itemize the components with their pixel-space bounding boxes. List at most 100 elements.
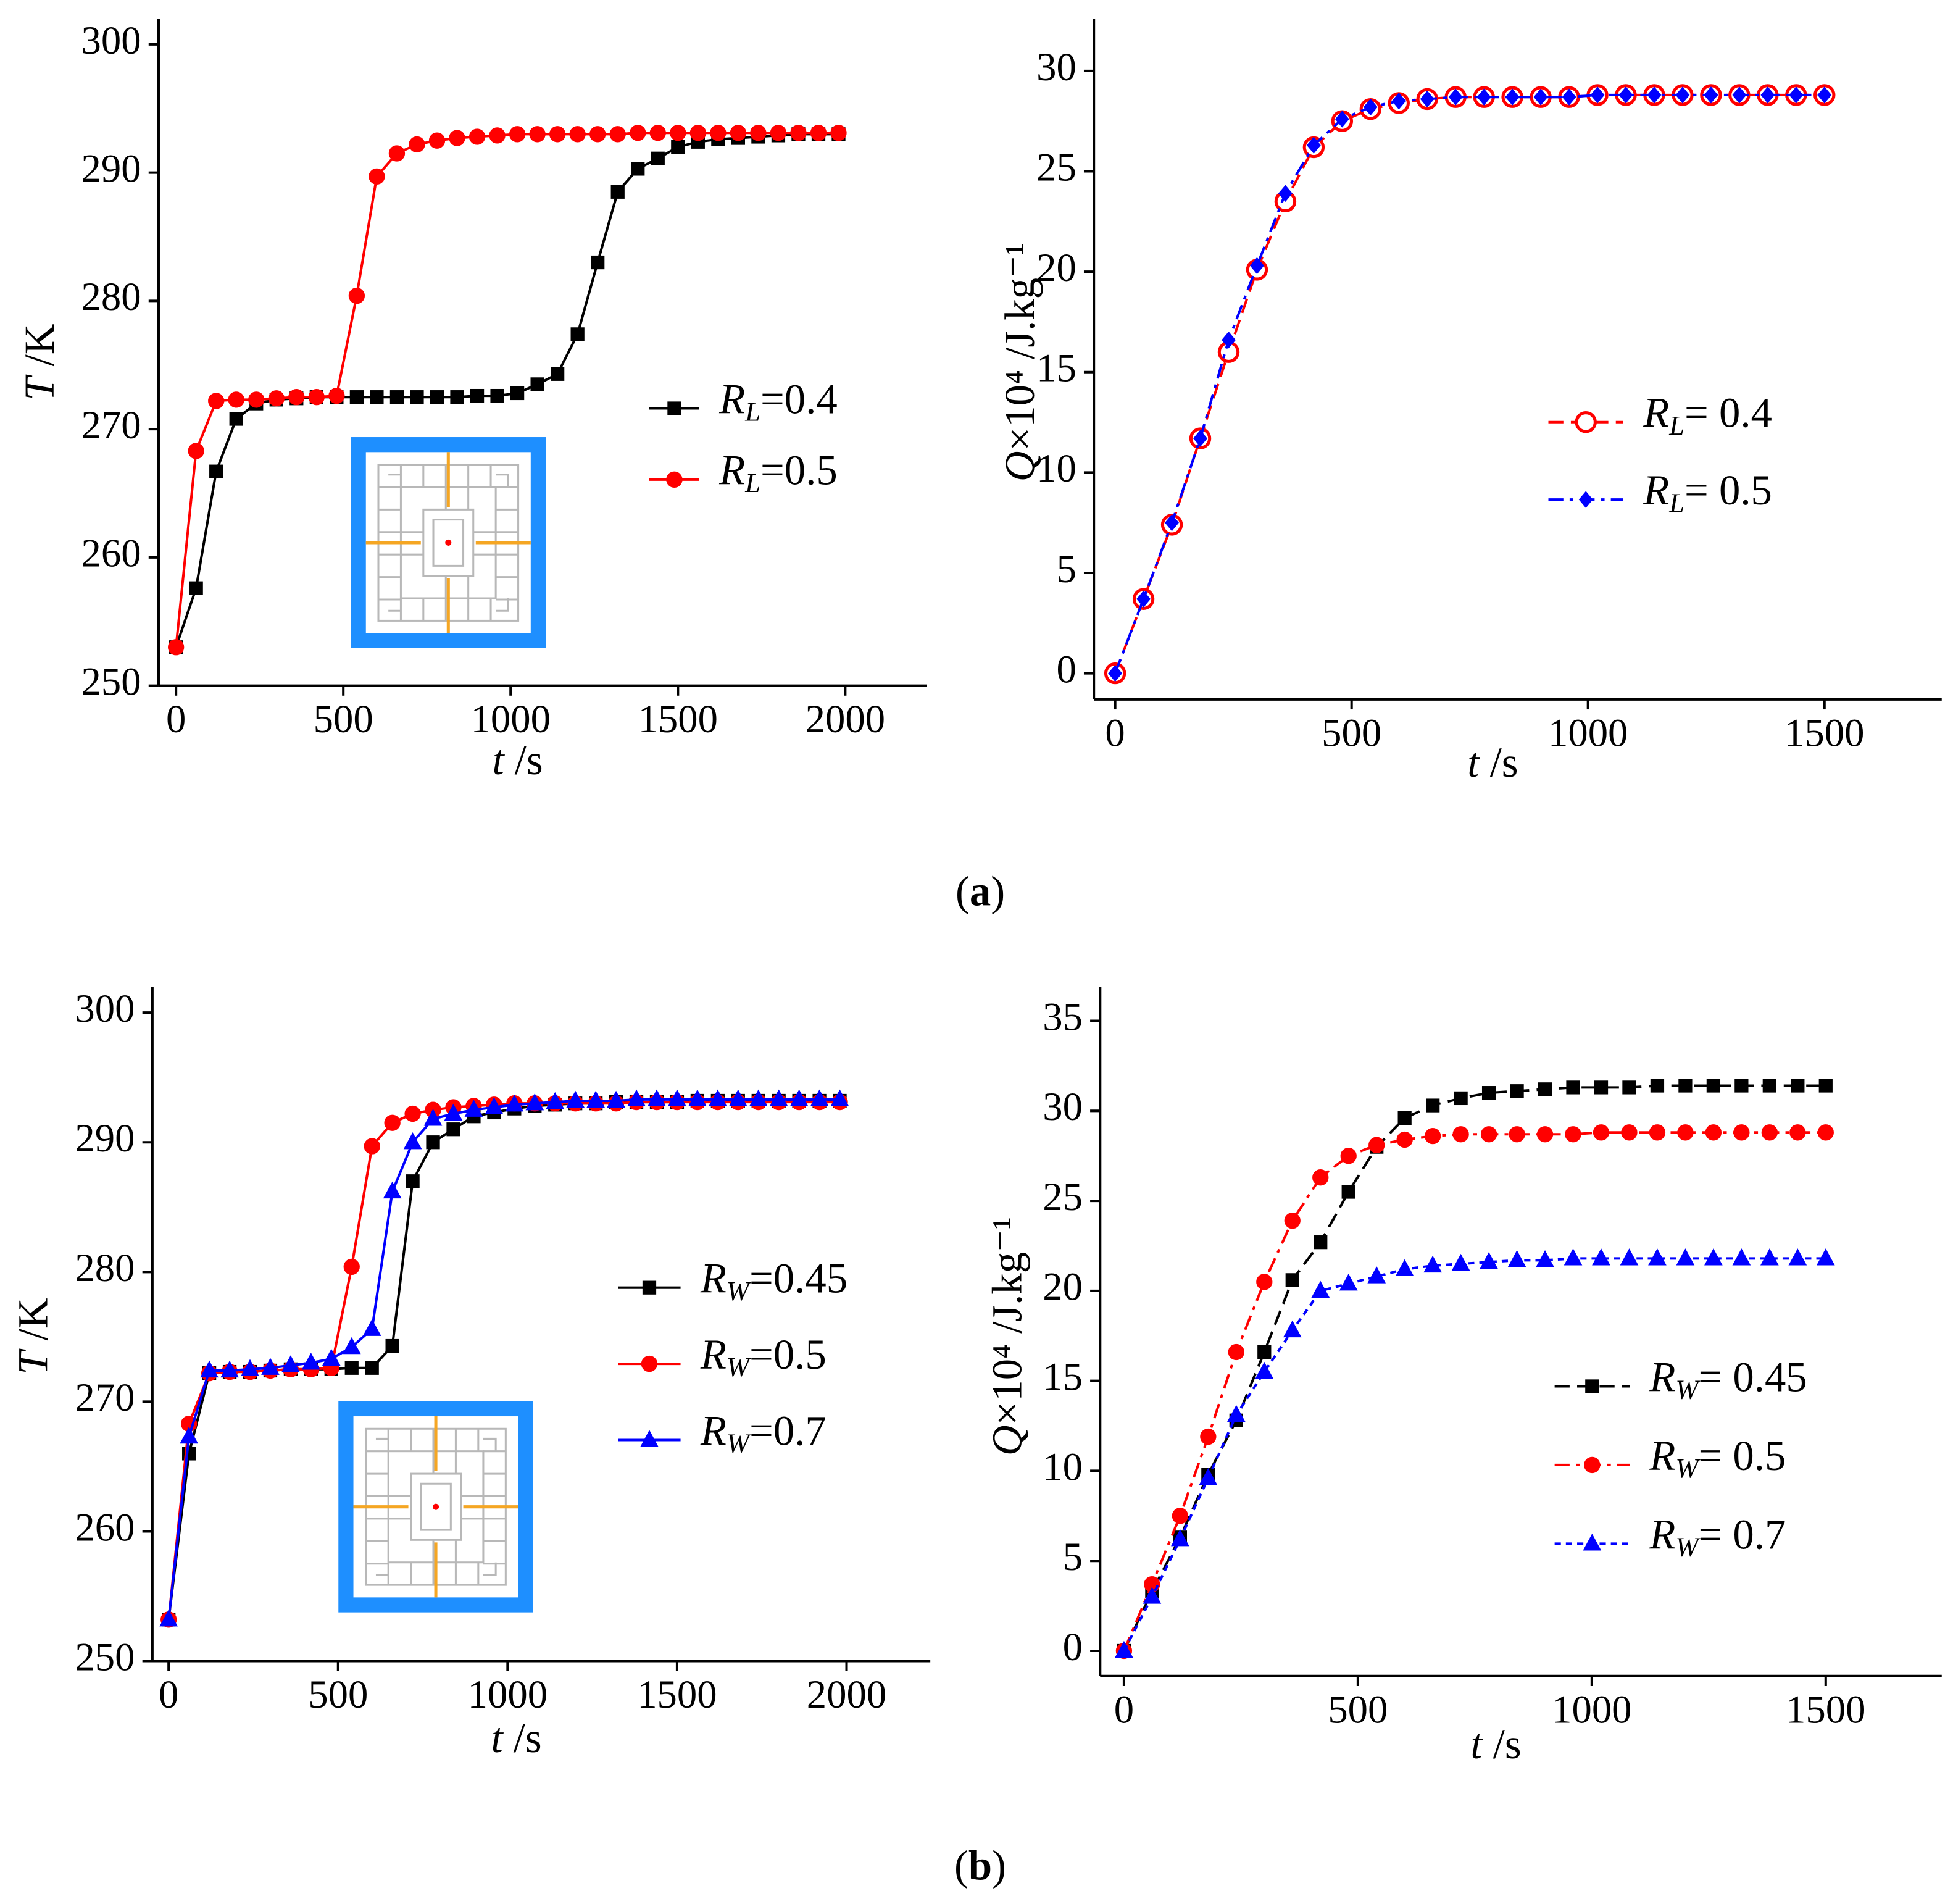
marker bbox=[302, 1353, 320, 1370]
legend-marker bbox=[667, 401, 681, 415]
marker bbox=[830, 1089, 849, 1107]
marker bbox=[591, 255, 605, 270]
y-tick-label: 270 bbox=[81, 403, 141, 448]
marker bbox=[362, 1319, 381, 1336]
marker bbox=[1480, 1126, 1497, 1143]
marker bbox=[1199, 1468, 1218, 1485]
legend-marker bbox=[1584, 1456, 1601, 1474]
marker bbox=[708, 1089, 727, 1107]
marker bbox=[241, 1359, 259, 1376]
marker bbox=[410, 390, 424, 404]
marker bbox=[200, 1360, 219, 1378]
legend-marker bbox=[1578, 491, 1593, 508]
y-tick-label: 35 bbox=[1043, 995, 1083, 1039]
marker bbox=[1565, 1126, 1581, 1143]
marker bbox=[464, 1100, 483, 1117]
inset-diagram bbox=[359, 445, 538, 641]
marker bbox=[1509, 1126, 1525, 1143]
marker bbox=[810, 125, 827, 141]
marker bbox=[389, 390, 404, 404]
legend-label: RL=0.5 bbox=[718, 447, 838, 499]
marker bbox=[1704, 1248, 1723, 1266]
legend-marker bbox=[641, 1355, 658, 1372]
marker bbox=[228, 391, 244, 408]
x-tick-label: 500 bbox=[314, 697, 373, 741]
x-axis-label: t /s bbox=[491, 1714, 541, 1761]
x-tick-label: 1000 bbox=[1548, 711, 1628, 755]
marker bbox=[551, 367, 565, 381]
marker bbox=[1448, 88, 1463, 106]
marker bbox=[1789, 86, 1804, 104]
marker bbox=[248, 391, 265, 408]
marker bbox=[1760, 86, 1775, 104]
y-tick-label: 250 bbox=[81, 659, 141, 704]
x-tick-label: 0 bbox=[1105, 711, 1125, 755]
legend-marker bbox=[1575, 411, 1597, 433]
marker bbox=[450, 390, 464, 404]
y-tick-label: 260 bbox=[81, 532, 141, 576]
marker bbox=[1143, 1587, 1162, 1604]
marker bbox=[525, 1093, 544, 1111]
marker bbox=[1476, 88, 1491, 106]
marker bbox=[428, 132, 446, 149]
marker bbox=[1481, 1086, 1496, 1100]
marker bbox=[1306, 136, 1321, 154]
marker bbox=[1397, 1111, 1412, 1125]
marker bbox=[348, 287, 365, 304]
marker bbox=[1222, 331, 1236, 349]
marker bbox=[159, 1610, 178, 1627]
marker bbox=[1704, 86, 1718, 104]
marker bbox=[769, 1089, 788, 1107]
panel-label: (a) bbox=[956, 867, 1005, 914]
x-tick-label: 1000 bbox=[468, 1672, 548, 1717]
marker bbox=[281, 1355, 300, 1372]
marker bbox=[1193, 430, 1207, 447]
marker bbox=[229, 412, 243, 426]
marker bbox=[1228, 1343, 1244, 1361]
marker bbox=[509, 126, 526, 143]
marker bbox=[490, 388, 504, 403]
marker bbox=[470, 388, 485, 403]
x-tick-label: 1000 bbox=[471, 697, 551, 741]
x-tick-label: 1500 bbox=[638, 697, 718, 741]
marker bbox=[403, 1132, 422, 1150]
marker bbox=[426, 1135, 440, 1150]
marker bbox=[671, 140, 685, 154]
legend-marker bbox=[642, 1280, 657, 1295]
series-line bbox=[1114, 93, 1825, 674]
marker bbox=[790, 125, 807, 141]
y-tick-label: 300 bbox=[75, 987, 135, 1031]
legend-label: RW=0.5 bbox=[700, 1331, 827, 1383]
x-tick-label: 500 bbox=[1322, 711, 1381, 755]
marker bbox=[1452, 1126, 1469, 1143]
marker bbox=[328, 387, 345, 404]
y-tick-label: 10 bbox=[1036, 446, 1076, 491]
marker bbox=[180, 1426, 199, 1444]
marker bbox=[364, 1138, 380, 1155]
marker bbox=[485, 1097, 504, 1114]
marker bbox=[1136, 590, 1151, 608]
marker bbox=[749, 1089, 768, 1107]
marker bbox=[1480, 1251, 1498, 1269]
y-tick-label: 15 bbox=[1036, 346, 1076, 391]
marker bbox=[546, 1092, 565, 1109]
y-axis-label: T /K bbox=[10, 1298, 57, 1374]
marker bbox=[1420, 90, 1435, 108]
x-tick-label: 0 bbox=[1114, 1687, 1134, 1732]
marker bbox=[423, 1109, 443, 1126]
marker bbox=[1391, 92, 1406, 110]
x-tick-label: 0 bbox=[159, 1672, 178, 1717]
marker bbox=[649, 125, 666, 141]
marker bbox=[1311, 1280, 1330, 1298]
marker bbox=[189, 581, 203, 595]
marker bbox=[1536, 1126, 1554, 1143]
marker bbox=[1226, 1405, 1246, 1422]
marker bbox=[1505, 88, 1520, 106]
legend-marker bbox=[1583, 1534, 1602, 1551]
y-tick-label: 5 bbox=[1056, 547, 1076, 591]
marker bbox=[1250, 257, 1264, 275]
marker bbox=[1676, 1248, 1695, 1266]
marker bbox=[586, 1090, 605, 1108]
y-tick-label: 0 bbox=[1063, 1625, 1083, 1669]
marker bbox=[409, 136, 425, 153]
